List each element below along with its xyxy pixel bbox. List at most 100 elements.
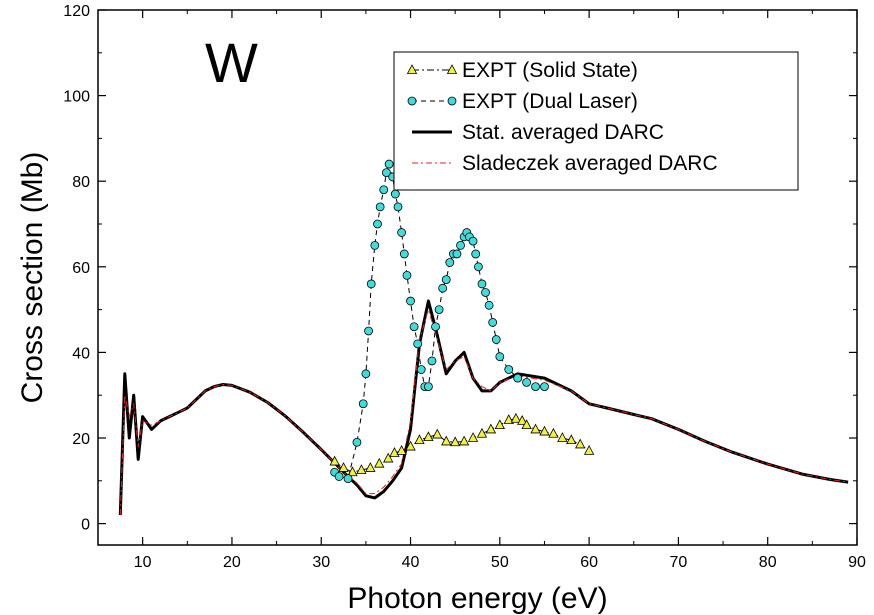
data-point-triangle: [503, 414, 514, 424]
data-point-circle: [438, 283, 448, 293]
y-tick-label: 0: [81, 517, 90, 534]
x-tick-label: 80: [759, 554, 777, 571]
data-point-circle: [384, 159, 394, 169]
x-tick-label: 60: [580, 554, 598, 571]
data-point-triangle: [365, 462, 376, 472]
data-point-circle: [343, 474, 353, 484]
data-point-circle: [471, 249, 481, 259]
data-point-circle: [397, 228, 407, 237]
series-line: [334, 163, 545, 480]
data-point-triangle: [329, 455, 340, 466]
ticks-layer: 10 20 30 40 50 60 70 80 90 0 20 40 60 80 100 120: [63, 3, 866, 571]
x-tick-label: 20: [223, 554, 241, 571]
data-point-circle: [402, 270, 412, 280]
plot-frame: [97, 9, 858, 546]
legend-label: Stat. averaged DARC: [462, 121, 664, 144]
data-point-triangle: [374, 457, 385, 468]
series-line: [118, 299, 849, 516]
data-point-circle: [416, 365, 426, 374]
data-point-circle: [409, 322, 419, 332]
legend-box: [393, 51, 799, 191]
data-point-triangle: [575, 438, 586, 449]
y-tick-label: 120: [63, 3, 90, 20]
legend-marker: [446, 64, 458, 74]
data-point-circle: [334, 472, 344, 481]
data-point-circle: [491, 335, 501, 344]
data-point-circle: [370, 240, 380, 250]
data-point-triangle: [396, 444, 407, 455]
x-tick-label: 30: [312, 554, 330, 571]
y-tick-label: 60: [72, 260, 90, 277]
data-point-triangle: [467, 432, 479, 442]
data-point-circle: [393, 202, 403, 212]
series-line: [334, 418, 590, 473]
data-point-circle: [531, 382, 540, 392]
data-point-circle: [540, 382, 549, 392]
series-line: [119, 309, 849, 516]
data-point-circle: [504, 365, 514, 374]
data-point-circle: [477, 279, 487, 289]
legend-marker: [406, 64, 418, 74]
data-point-triangle: [450, 436, 461, 447]
data-point-triangle: [356, 464, 367, 475]
data-point-triangle: [458, 435, 470, 446]
data-point-circle: [413, 339, 423, 349]
data-point-circle: [434, 305, 444, 315]
data-point-circle: [423, 382, 433, 392]
y-tick-label: 100: [63, 89, 90, 106]
data-point-circle: [382, 168, 391, 178]
legend-label: EXPT (Solid State): [462, 59, 638, 82]
data-point-circle: [484, 300, 494, 310]
data-point-circle: [366, 279, 376, 289]
x-tick-label: 70: [670, 554, 688, 571]
legend: EXPT (Solid State) EXPT (Dual Laser) Stat.…: [393, 51, 799, 191]
x-tick-label: 10: [134, 554, 152, 571]
data-point-triangle: [516, 415, 528, 425]
data-point-triangle: [530, 423, 541, 434]
legend-marker: [407, 96, 417, 106]
data-point-triangle: [476, 427, 488, 438]
y-tick-label: 80: [72, 174, 90, 191]
data-point-triangle: [338, 462, 349, 472]
y-axis-title: Cross section (Mb): [16, 152, 49, 404]
data-point-triangle: [485, 423, 497, 434]
data-point-triangle: [510, 412, 522, 423]
data-point-circle: [431, 322, 440, 332]
data-point-triangle: [432, 428, 443, 439]
data-point-triangle: [414, 434, 425, 445]
data-point-triangle: [566, 434, 577, 445]
series-layer: [118, 159, 849, 516]
data-point-circle: [373, 219, 382, 229]
data-point-circle: [441, 275, 451, 285]
data-point-circle: [399, 249, 409, 259]
data-point-triangle: [548, 427, 559, 438]
y-tick-label: 40: [72, 345, 90, 362]
data-point-circle: [488, 318, 498, 327]
data-point-circle: [427, 356, 437, 366]
data-point-triangle: [521, 419, 532, 430]
data-point-circle: [452, 249, 462, 259]
data-point-triangle: [494, 419, 505, 430]
data-point-triangle: [405, 440, 416, 451]
data-point-triangle: [423, 431, 434, 442]
y-tick-label: 20: [72, 431, 90, 448]
data-point-circle: [390, 189, 400, 199]
data-point-triangle: [383, 452, 394, 463]
data-point-circle: [379, 185, 389, 195]
data-point-circle: [468, 236, 478, 246]
data-point-triangle: [441, 435, 452, 446]
data-point-circle: [473, 262, 483, 272]
data-point-circle: [352, 437, 362, 447]
legend-marker: [447, 96, 457, 106]
data-point-circle: [456, 240, 465, 250]
data-point-circle: [375, 202, 385, 212]
x-tick-label: 90: [848, 554, 866, 571]
data-point-circle: [358, 399, 368, 409]
data-point-circle: [481, 288, 490, 297]
data-point-circle: [495, 352, 505, 362]
chart-annotation: W: [205, 31, 258, 94]
x-tick-label: 50: [491, 554, 509, 571]
data-point-circle: [445, 258, 455, 267]
data-point-triangle: [539, 425, 550, 436]
